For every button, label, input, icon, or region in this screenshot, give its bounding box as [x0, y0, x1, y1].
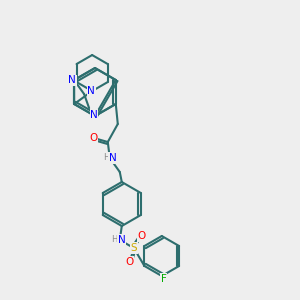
Text: N: N — [109, 153, 117, 163]
Text: H: H — [112, 235, 118, 244]
Text: N: N — [68, 75, 76, 85]
Text: O: O — [90, 133, 98, 143]
Text: O: O — [138, 231, 146, 241]
Text: N: N — [118, 235, 126, 245]
Text: N: N — [87, 86, 95, 96]
Text: F: F — [161, 274, 167, 284]
Text: H: H — [103, 152, 110, 161]
Text: N: N — [90, 110, 98, 120]
Text: S: S — [130, 243, 137, 253]
Text: N: N — [69, 75, 77, 85]
Text: O: O — [126, 257, 134, 267]
